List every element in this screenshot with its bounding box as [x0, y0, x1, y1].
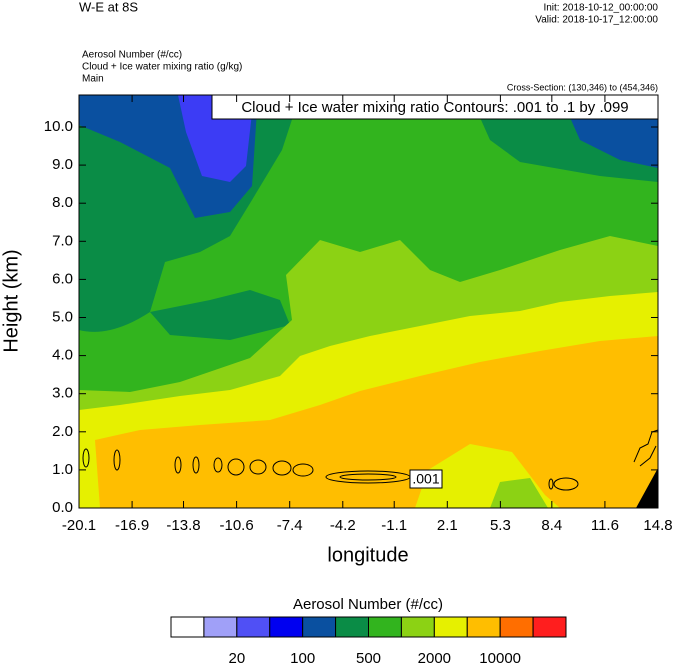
- contour-label: .001: [412, 471, 439, 487]
- colorbar-box: [400, 616, 435, 638]
- colorbar-label: 500: [356, 650, 381, 667]
- y-tick-label: 4.0: [52, 347, 73, 364]
- y-tick-label: 9.0: [52, 156, 73, 173]
- y-axis-label: Height (km): [0, 249, 22, 352]
- contour-line: [249, 459, 267, 475]
- y-tick-label: 1.0: [52, 461, 73, 478]
- x-tick-label: 2.1: [437, 517, 458, 534]
- colorbar-box: [236, 616, 271, 638]
- contour-field-label: Cloud + Ice water mixing ratio (g/kg): [82, 62, 242, 73]
- contour-line: [192, 456, 200, 474]
- x-tick-label: -10.6: [220, 517, 254, 534]
- colorbar-box: [335, 616, 370, 638]
- colorbar-label: 10000: [479, 650, 521, 667]
- y-tick-label: 5.0: [52, 308, 73, 325]
- contour-fills: [79, 95, 658, 508]
- field-label: Aerosol Number (#/cc): [82, 50, 182, 61]
- colorbar-box: [170, 616, 205, 638]
- contour-line: [339, 473, 397, 481]
- x-tick-label: -7.4: [277, 517, 303, 534]
- terrain: [636, 468, 658, 508]
- fill-region: [150, 290, 290, 340]
- contour-line: [113, 449, 121, 471]
- y-tick-label: 8.0: [52, 194, 73, 211]
- contour-info: Cloud + Ice water mixing ratio Contours:…: [241, 99, 628, 116]
- colorbar-box: [269, 616, 304, 638]
- colorbar-box: [302, 616, 337, 638]
- colorbar-title: Aerosol Number (#/cc): [293, 596, 443, 613]
- x-tick-label: 14.8: [643, 517, 672, 534]
- colorbar-box: [532, 616, 567, 638]
- x-tick-label: 8.4: [541, 517, 562, 534]
- contour-line: [213, 457, 223, 473]
- x-tick-label: -16.9: [115, 517, 149, 534]
- x-tick-label: -1.1: [381, 517, 407, 534]
- x-tick-label: 11.6: [591, 517, 619, 534]
- colorbar-box: [433, 616, 468, 638]
- contour-label-box: [409, 469, 443, 489]
- x-tick-label: -13.8: [166, 517, 200, 534]
- colorbar-label: 2000: [418, 650, 451, 667]
- contour-line: [82, 448, 90, 468]
- y-tick-label: 6.0: [52, 270, 73, 287]
- contour-line: [174, 456, 182, 474]
- y-tick-label: 3.0: [52, 385, 73, 402]
- valid-time: Valid: 2018-10-17_12:00:00: [535, 15, 658, 26]
- group-label: Main: [82, 74, 104, 85]
- fill-region: [490, 478, 548, 508]
- contour-line: [553, 477, 579, 491]
- y-tick-label: 10.0: [44, 118, 73, 135]
- colorbar-box: [368, 616, 402, 638]
- colorbar-label: 100: [290, 650, 315, 667]
- y-tick-label: 7.0: [52, 232, 73, 249]
- plot-frame: [78, 94, 659, 509]
- chart-title: W-E at 8S: [79, 0, 138, 14]
- x-axis-label: longitude: [327, 544, 408, 566]
- x-tick-label: 5.3: [490, 517, 511, 534]
- init-time: Init: 2018-10-12_00:00:00: [543, 3, 658, 14]
- colorbar-box: [466, 616, 501, 638]
- y-tick-label: 2.0: [52, 423, 73, 440]
- x-tick-label: -20.1: [62, 517, 96, 534]
- colorbar-box: [203, 616, 238, 638]
- x-tick-label: -4.2: [330, 517, 356, 534]
- colorbar-box: [499, 616, 534, 638]
- y-tick-label: 0.0: [52, 499, 73, 516]
- contour-line: [227, 458, 245, 476]
- colorbar-label: 20: [228, 650, 245, 667]
- cross-section: Cross-Section: (130,346) to (454,346): [507, 82, 658, 92]
- contour-line: [272, 460, 292, 476]
- contour-line: [548, 478, 554, 490]
- contour-line: [292, 463, 314, 477]
